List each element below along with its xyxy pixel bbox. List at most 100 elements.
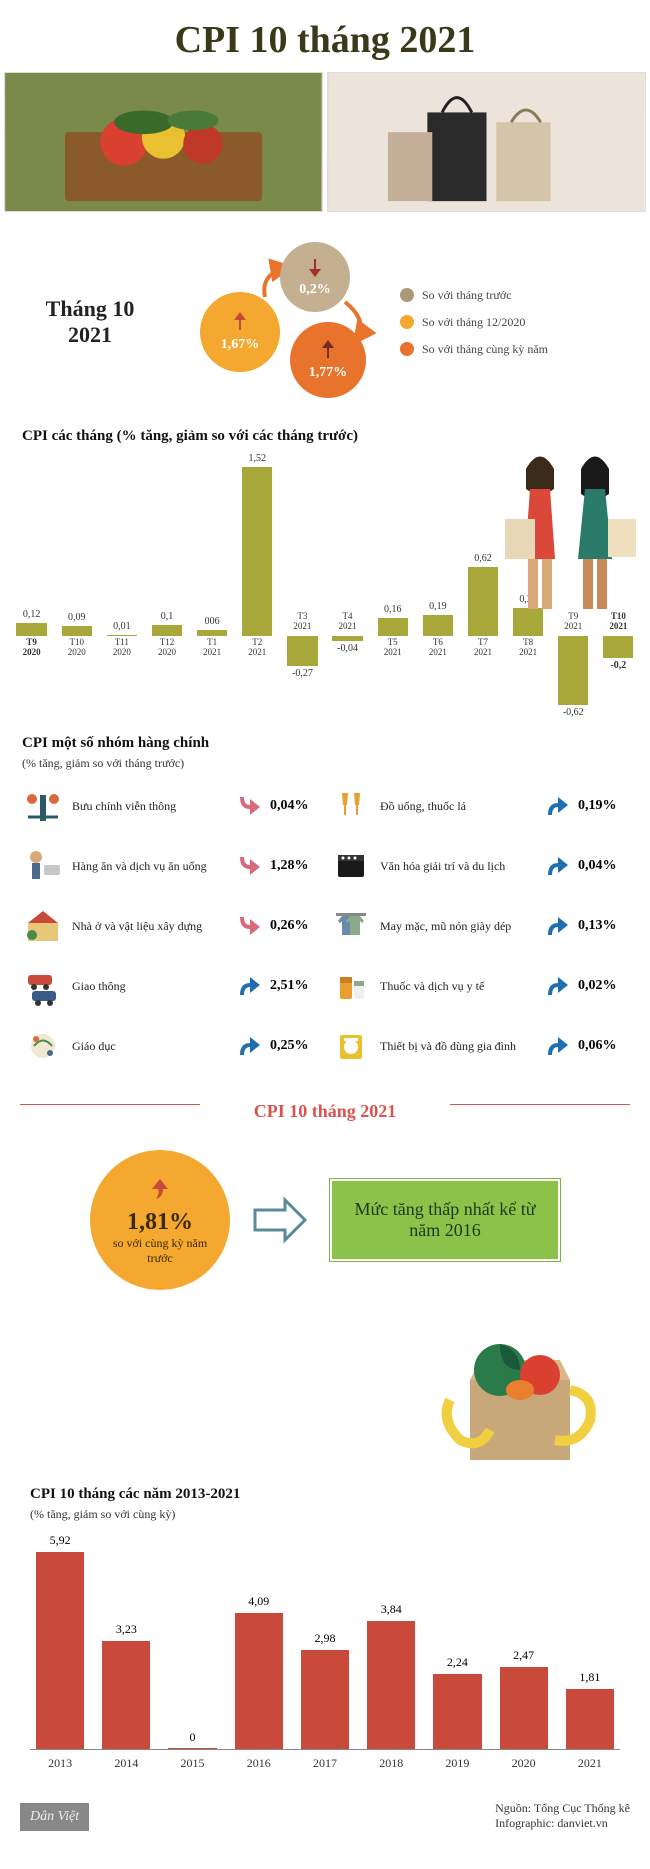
bubble-legend: So với tháng trước So với tháng 12/2020 So… bbox=[400, 288, 630, 357]
category-label: May mặc, mũ nón giày dép bbox=[380, 919, 536, 933]
category-value: 0,04% bbox=[270, 798, 320, 814]
bar-column: -0,04T42021 bbox=[326, 449, 369, 709]
up-curve-arrow-icon bbox=[544, 793, 570, 819]
category-value: 2,51% bbox=[270, 978, 320, 994]
legend-item: So với tháng 12/2020 bbox=[400, 315, 630, 330]
category-value: 0,13% bbox=[578, 918, 628, 934]
groups-subtitle: (% tăng, giảm so với tháng trước) bbox=[22, 756, 628, 779]
summary-pct: 1,81% bbox=[127, 1209, 193, 1236]
category-label: Hàng ăn và dịch vụ ăn uống bbox=[72, 859, 228, 873]
bar-label: T52021 bbox=[367, 638, 419, 658]
bar-value: -0,2 bbox=[597, 660, 640, 671]
legend-item: So với tháng cùng kỳ năm bbox=[400, 342, 630, 357]
year-bar-column: 3,84 bbox=[361, 1530, 421, 1749]
bubble-value: 1,77% bbox=[309, 365, 348, 381]
medicine-icon bbox=[330, 965, 372, 1007]
year-bar-rect bbox=[433, 1674, 481, 1749]
yearly-subtitle: (% tăng, giảm so với cùng kỳ) bbox=[30, 1507, 620, 1530]
year-label: 2014 bbox=[96, 1756, 156, 1771]
bar-label: T102020 bbox=[51, 638, 103, 658]
footer: Dân Việt Nguồn: Tổng Cục Thống kê Infogr… bbox=[0, 1791, 650, 1851]
bar-value: 0,1 bbox=[145, 611, 188, 622]
year-value: 4,09 bbox=[229, 1594, 289, 1609]
culture-icon bbox=[330, 845, 372, 887]
category-label: Văn hóa giải trí và du lịch bbox=[380, 859, 536, 873]
summary-text: so với cùng kỳ năm trước bbox=[90, 1236, 230, 1266]
month-line1: Tháng 10 bbox=[20, 296, 160, 322]
telecom-icon bbox=[22, 785, 64, 827]
legend-label: So với tháng 12/2020 bbox=[422, 315, 525, 330]
year-value: 5,92 bbox=[30, 1533, 90, 1548]
category-item: Văn hóa giải trí và du lịch0,04% bbox=[330, 845, 628, 887]
bar-label: T22021 bbox=[231, 638, 283, 658]
year-label: 2017 bbox=[295, 1756, 355, 1771]
up-curve-arrow-icon bbox=[544, 853, 570, 879]
down-curve-arrow-icon bbox=[236, 793, 262, 819]
shoppers-illustration bbox=[490, 439, 640, 619]
year-value: 2,98 bbox=[295, 1631, 355, 1646]
bar-rect bbox=[62, 626, 92, 636]
credit-text: Infographic: danviet.vn bbox=[495, 1816, 630, 1831]
source-text: Nguồn: Tổng Cục Thống kê bbox=[495, 1801, 630, 1816]
year-label: 2016 bbox=[229, 1756, 289, 1771]
category-item: Thuốc và dịch vụ y tế0,02% bbox=[330, 965, 628, 1007]
bar-column: 0,01T112020 bbox=[100, 449, 143, 709]
bar-value: 0,01 bbox=[100, 621, 143, 632]
up-arrow-icon bbox=[230, 312, 250, 337]
year-label: 2013 bbox=[30, 1756, 90, 1771]
year-bar-rect bbox=[36, 1552, 84, 1749]
year-value: 0 bbox=[162, 1730, 222, 1745]
big-arrow-icon bbox=[250, 1190, 310, 1250]
up-arrow-icon bbox=[146, 1175, 174, 1209]
category-value: 1,28% bbox=[270, 858, 320, 874]
year-label: 2021 bbox=[560, 1756, 620, 1771]
legend-item: So với tháng trước bbox=[400, 288, 630, 303]
year-bar-rect bbox=[367, 1621, 415, 1749]
down-curve-arrow-icon bbox=[236, 853, 262, 879]
bar-label: T12021 bbox=[186, 638, 238, 658]
bar-value: 1,52 bbox=[236, 453, 279, 464]
legend-dot-icon bbox=[400, 342, 414, 356]
bar-column: 0,19T62021 bbox=[416, 449, 459, 709]
year-value: 3,84 bbox=[361, 1602, 421, 1617]
food-icon bbox=[22, 845, 64, 887]
month-line2: 2021 bbox=[20, 322, 160, 348]
bar-rect bbox=[197, 630, 227, 637]
up-curve-arrow-icon bbox=[236, 973, 262, 999]
bar-rect bbox=[558, 636, 588, 705]
down-arrow-icon bbox=[305, 257, 325, 282]
bar-label: T32021 bbox=[277, 612, 329, 632]
year-bar-column: 2,47 bbox=[494, 1530, 554, 1749]
bar-column: 1,52T22021 bbox=[236, 449, 279, 709]
month-label: Tháng 10 2021 bbox=[20, 296, 160, 349]
groups-title: CPI một số nhóm hàng chính bbox=[22, 719, 628, 756]
category-value: 0,02% bbox=[578, 978, 628, 994]
year-bar-column: 0 bbox=[162, 1530, 222, 1749]
year-bar-rect bbox=[168, 1748, 216, 1749]
year-bar-rect bbox=[102, 1641, 150, 1749]
category-item: Đồ uống, thuốc lá0,19% bbox=[330, 785, 628, 827]
household-icon bbox=[330, 1025, 372, 1067]
bar-column: -0,27T32021 bbox=[281, 449, 324, 709]
bar-rect bbox=[378, 618, 408, 636]
grocery-illustration bbox=[0, 1310, 650, 1470]
bar-label: T82021 bbox=[502, 638, 554, 658]
year-bar-column: 2,98 bbox=[295, 1530, 355, 1749]
category-label: Đồ uống, thuốc lá bbox=[380, 799, 536, 813]
bubbles-cluster: 0,2%1,67%1,77% bbox=[170, 242, 390, 402]
bar-value: 0,12 bbox=[10, 609, 53, 620]
metric-bubble: 0,2% bbox=[280, 242, 350, 312]
year-label: 2015 bbox=[162, 1756, 222, 1771]
category-label: Thiết bị và đồ dùng gia đình bbox=[380, 1039, 536, 1053]
bar-value: -0,04 bbox=[326, 643, 369, 654]
year-bar-rect bbox=[301, 1650, 349, 1749]
year-value: 1,81 bbox=[560, 1670, 620, 1685]
year-label: 2019 bbox=[427, 1756, 487, 1771]
category-label: Giáo dục bbox=[72, 1039, 228, 1053]
mid-title: CPI 10 tháng 2021 bbox=[0, 1077, 650, 1130]
bar-label: T122020 bbox=[141, 638, 193, 658]
bar-rect bbox=[603, 636, 633, 658]
year-bar-rect bbox=[566, 1689, 614, 1749]
category-item: Giáo dục0,25% bbox=[22, 1025, 320, 1067]
hero-images bbox=[0, 72, 650, 212]
